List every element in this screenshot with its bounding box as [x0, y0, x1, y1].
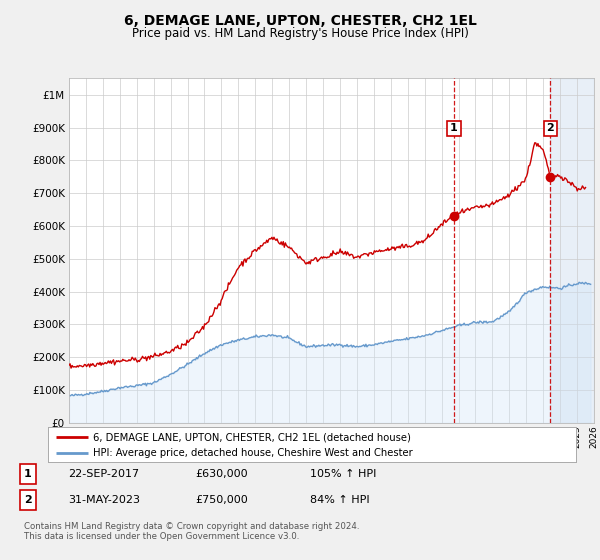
- Text: 1: 1: [450, 123, 458, 133]
- FancyBboxPatch shape: [20, 489, 36, 510]
- Text: 6, DEMAGE LANE, UPTON, CHESTER, CH2 1EL: 6, DEMAGE LANE, UPTON, CHESTER, CH2 1EL: [124, 14, 476, 28]
- Text: 2: 2: [547, 123, 554, 133]
- Text: 31-MAY-2023: 31-MAY-2023: [68, 495, 140, 505]
- Bar: [550, 78, 594, 423]
- Text: 105% ↑ HPI: 105% ↑ HPI: [310, 469, 376, 479]
- Text: 22-SEP-2017: 22-SEP-2017: [68, 469, 139, 479]
- Text: 84% ↑ HPI: 84% ↑ HPI: [310, 495, 370, 505]
- Text: Price paid vs. HM Land Registry's House Price Index (HPI): Price paid vs. HM Land Registry's House …: [131, 27, 469, 40]
- Text: HPI: Average price, detached house, Cheshire West and Chester: HPI: Average price, detached house, Ches…: [93, 449, 413, 458]
- Text: £630,000: £630,000: [195, 469, 248, 479]
- Text: 6, DEMAGE LANE, UPTON, CHESTER, CH2 1EL (detached house): 6, DEMAGE LANE, UPTON, CHESTER, CH2 1EL …: [93, 432, 411, 442]
- Text: Contains HM Land Registry data © Crown copyright and database right 2024.
This d: Contains HM Land Registry data © Crown c…: [24, 522, 359, 542]
- Text: 2: 2: [24, 495, 32, 505]
- Text: £750,000: £750,000: [195, 495, 248, 505]
- Text: 1: 1: [24, 469, 32, 479]
- FancyBboxPatch shape: [20, 464, 36, 484]
